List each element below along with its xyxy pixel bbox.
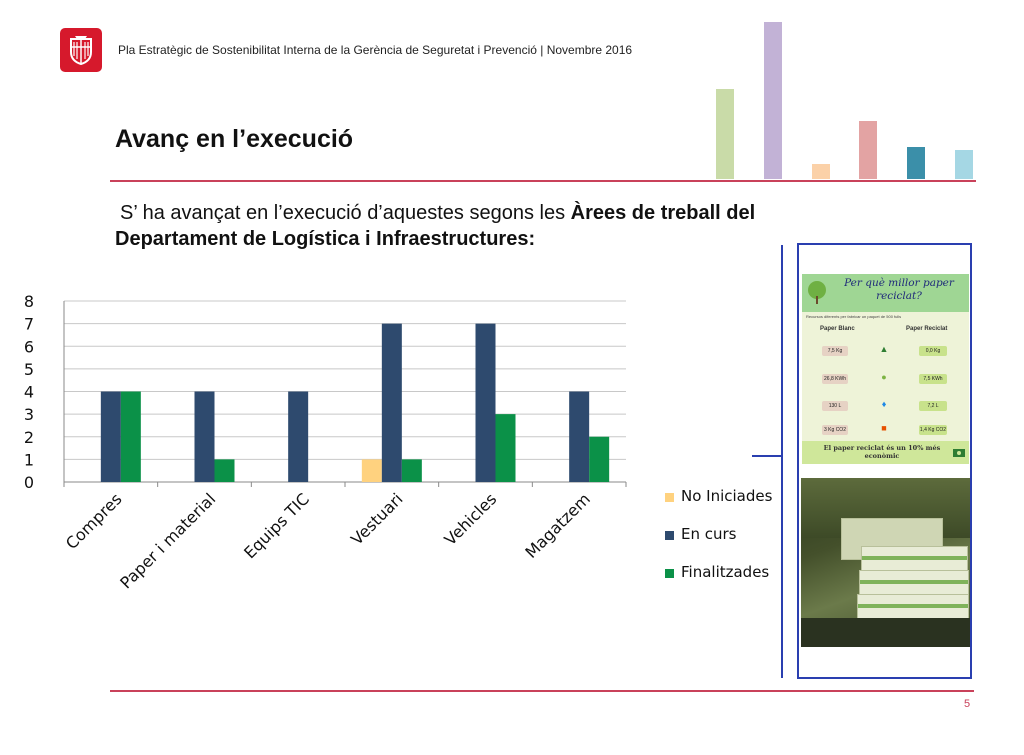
poster-row-left: 7,5 Kg — [822, 346, 848, 356]
bar-en-curs — [194, 391, 215, 482]
bar-no-iniciades — [361, 459, 382, 482]
poster-row-right: 7,2 L — [919, 401, 947, 411]
footer-divider — [110, 690, 974, 692]
poster-row-left: 26,8 KWh — [822, 374, 848, 384]
city-logo — [60, 28, 102, 72]
bar-en-curs — [381, 323, 402, 482]
intro-normal: S’ ha avançat en l’execució d’aquestes s… — [120, 202, 571, 224]
photo-box — [857, 594, 969, 620]
decorative-bar — [763, 22, 782, 179]
x-tick-label: Equips TIC — [240, 489, 313, 562]
drop-icon: ♦ — [881, 399, 887, 409]
x-tick-label: Paper i material — [116, 489, 219, 592]
poster-header: Per què millor paper reciclat? — [802, 274, 969, 312]
intro-bold: Àrees de treball del Departament de Logí… — [115, 202, 756, 250]
y-tick-label: 3 — [24, 405, 34, 424]
y-tick-label: 8 — [24, 292, 34, 311]
tree-icon: ▲ — [879, 344, 889, 354]
bulb-icon: ● — [881, 372, 887, 382]
photo-floor — [801, 618, 970, 647]
bar-en-curs — [475, 323, 496, 482]
y-tick-label: 2 — [24, 428, 34, 447]
legend-label: Finalitzades — [681, 563, 770, 581]
x-tick-label: Vehicles — [441, 489, 501, 549]
intro-text: S’ ha avançat en l’execució d’aquestes s… — [115, 200, 795, 252]
legend-label: No Iniciades — [681, 487, 773, 505]
y-tick-label: 0 — [24, 473, 34, 492]
y-tick-label: 6 — [24, 337, 34, 356]
title-divider — [110, 180, 976, 182]
poster-row-right: 7,5 KWh — [919, 374, 947, 384]
decorative-bar — [716, 89, 734, 179]
poster-subtitle: Recursos diferents per fabricar un paque… — [806, 314, 902, 319]
x-tick-label: Vestuari — [347, 489, 406, 548]
bar-en-curs — [288, 391, 309, 482]
poster-col-right: Paper Reciclat — [906, 326, 948, 332]
tree-logo-icon — [808, 281, 826, 304]
decorative-bar — [955, 150, 973, 179]
decorative-bar — [859, 121, 878, 179]
photo-box — [859, 570, 969, 596]
bar-finalitzades — [495, 414, 516, 482]
poster-row-right: 1,4 Kg CO2 — [919, 425, 947, 435]
legend-swatch — [665, 569, 674, 578]
y-tick-label: 7 — [24, 315, 34, 334]
y-tick-label: 4 — [24, 383, 34, 402]
legend-swatch — [665, 531, 674, 540]
paper-boxes-photo — [801, 478, 970, 647]
header-text: Pla Estratègic de Sostenibilitat Interna… — [118, 43, 633, 57]
bar-en-curs — [100, 391, 121, 482]
decorative-bar — [907, 147, 926, 179]
recycled-paper-poster: Per què millor paper reciclat? Recursos … — [802, 274, 969, 464]
page-number: 5 — [964, 698, 971, 710]
connector-vertical-line — [781, 245, 783, 678]
poster-title: Per què millor paper reciclat? — [844, 277, 954, 302]
poster-row-left: 130 L — [822, 401, 848, 411]
bar-finalitzades — [401, 459, 422, 482]
decorative-bar — [811, 163, 830, 179]
connector-horizontal-line — [752, 455, 782, 457]
bar-finalitzades — [589, 436, 610, 482]
image-frame — [797, 243, 972, 679]
page-title: Avanç en l’execució — [115, 125, 354, 153]
legend-label: En curs — [681, 525, 737, 543]
poster-row-right: 0,0 Kg — [919, 346, 947, 356]
y-tick-label: 1 — [24, 450, 34, 469]
factory-icon: ■ — [881, 423, 887, 433]
x-tick-label: Compres — [62, 489, 126, 553]
x-tick-label: Magatzem — [521, 489, 594, 562]
photo-box — [861, 546, 968, 572]
poster-footer-text: El paper reciclat és un 10% més econòmic — [823, 444, 941, 460]
bar-finalitzades — [120, 391, 141, 482]
y-tick-label: 5 — [24, 360, 34, 379]
poster-col-left: Paper Blanc — [820, 326, 855, 332]
money-icon — [953, 449, 965, 457]
bar-en-curs — [569, 391, 590, 482]
poster-row-left: 3 Kg CO2 — [822, 425, 848, 435]
legend-swatch — [665, 493, 674, 502]
poster-footer: El paper reciclat és un 10% més econòmic — [802, 441, 969, 464]
city-seal-icon — [70, 36, 92, 66]
bar-finalitzades — [214, 459, 235, 482]
